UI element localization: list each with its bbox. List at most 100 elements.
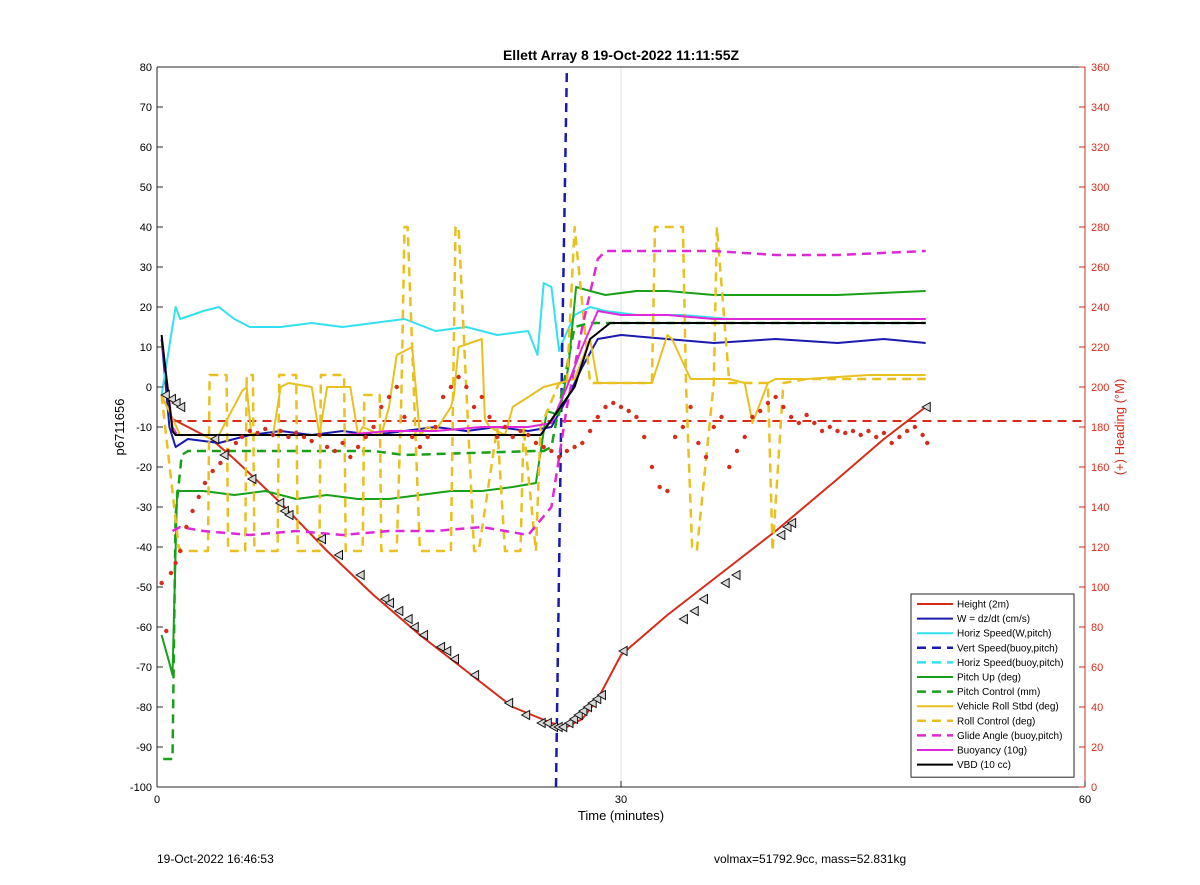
heading-point <box>796 420 802 426</box>
height-marker <box>316 533 326 545</box>
y-tick-label: -30 <box>136 502 152 514</box>
y-tick-label: 20 <box>140 302 152 314</box>
y-tick-label: 70 <box>140 102 152 114</box>
heading-point <box>866 428 871 434</box>
height-marker <box>469 669 480 681</box>
y-tick-label: -90 <box>136 742 152 754</box>
heading-point <box>765 400 771 406</box>
heading-point <box>734 448 740 454</box>
heading-point <box>788 414 794 420</box>
height-marker <box>209 433 220 445</box>
heading-point <box>448 384 454 390</box>
height-marker <box>720 577 730 589</box>
heading-point <box>386 394 392 400</box>
height-marker <box>730 569 741 581</box>
y2-tick-label: 200 <box>1091 382 1109 394</box>
y2-tick-label: 20 <box>1091 742 1103 754</box>
legend-label: W = dz/dt (cm/s) <box>957 614 1030 625</box>
height-marker <box>219 449 229 461</box>
heading-point <box>595 414 600 420</box>
heading-point <box>819 428 825 434</box>
heading-point <box>680 424 686 430</box>
heading-point <box>556 454 562 460</box>
height-marker <box>435 641 446 653</box>
series-vert-speed-buoy-pitch <box>554 66 569 788</box>
height-marker <box>441 645 452 657</box>
y2-tick-label: 80 <box>1091 622 1103 634</box>
y-tick-label: 10 <box>140 342 152 354</box>
height-marker <box>563 717 574 729</box>
heading-point <box>742 434 747 440</box>
heading-point <box>533 440 539 446</box>
heading-point <box>363 434 368 440</box>
height-marker <box>171 397 181 409</box>
plot-area <box>159 66 1085 788</box>
heading-point <box>355 444 361 450</box>
heading-point <box>348 454 353 460</box>
heading-point <box>159 580 164 586</box>
heading-point <box>255 430 260 436</box>
heading-point <box>611 400 616 406</box>
height-marker <box>175 401 186 413</box>
heading-point <box>324 444 330 450</box>
heading-point <box>912 424 918 430</box>
heading-point <box>881 430 887 436</box>
legend-label: Roll Control (deg) <box>957 716 1035 727</box>
height-marker <box>689 605 699 617</box>
heading-point <box>286 434 291 440</box>
height-marker <box>573 709 583 721</box>
heading-point <box>850 428 856 434</box>
heading-point <box>750 414 755 420</box>
heading-point <box>510 434 515 440</box>
heading-point <box>495 434 500 440</box>
y2-tick-label: 140 <box>1091 502 1109 514</box>
heading-point <box>920 432 925 438</box>
heading-point <box>168 570 174 576</box>
y2-tick-label: 320 <box>1091 142 1109 154</box>
x-tick-label: 30 <box>615 794 627 806</box>
heading-point <box>196 494 201 500</box>
heading-point <box>502 424 508 430</box>
height-marker <box>409 621 419 633</box>
heading-point <box>301 434 307 440</box>
height-marker <box>618 645 628 657</box>
height-marker <box>921 401 931 413</box>
heading-point <box>874 434 879 440</box>
heading-point <box>239 434 245 440</box>
heading-point <box>202 480 208 486</box>
heading-point <box>665 488 670 494</box>
heading-point <box>410 434 415 440</box>
legend: Height (2m) W = dz/dt (cm/s) Horiz Speed(W… <box>910 593 1075 778</box>
heading-point <box>812 420 817 426</box>
footer-info: volmax=51792.9cc, mass=52.831kg <box>714 852 907 866</box>
height-marker <box>403 613 413 625</box>
legend-label: Pitch Up (deg) <box>957 673 1021 684</box>
heading-point <box>835 428 840 434</box>
legend-label: Height (2m) <box>957 600 1009 611</box>
y-tick-label: -10 <box>136 422 152 434</box>
y2-tick-label: 60 <box>1091 662 1103 674</box>
y-tick-label: -60 <box>136 622 152 634</box>
heading-point <box>727 464 732 470</box>
legend-label: Glide Angle (buoy,pitch) <box>957 731 1062 742</box>
y2-tick-label: 240 <box>1091 302 1109 314</box>
height-marker <box>587 697 597 709</box>
legend-label: Pitch Control (mm) <box>957 687 1040 698</box>
heading-point <box>858 432 863 438</box>
heading-point <box>402 414 407 420</box>
height-marker <box>591 693 602 705</box>
height-marker <box>283 509 294 521</box>
y-tick-label: 30 <box>140 262 152 274</box>
heading-point <box>518 428 523 434</box>
heading-point <box>247 428 252 434</box>
series-w-dz-dt-cm-s <box>160 334 926 448</box>
heading-point <box>433 424 438 430</box>
y2-tick-label: 280 <box>1091 222 1109 234</box>
height-marker <box>503 697 514 709</box>
height-marker <box>775 529 786 541</box>
heading-point <box>178 548 183 554</box>
y-tick-label: -70 <box>136 662 152 674</box>
heading-point <box>417 444 423 450</box>
heading-point <box>904 428 910 434</box>
heading-point <box>210 468 215 474</box>
